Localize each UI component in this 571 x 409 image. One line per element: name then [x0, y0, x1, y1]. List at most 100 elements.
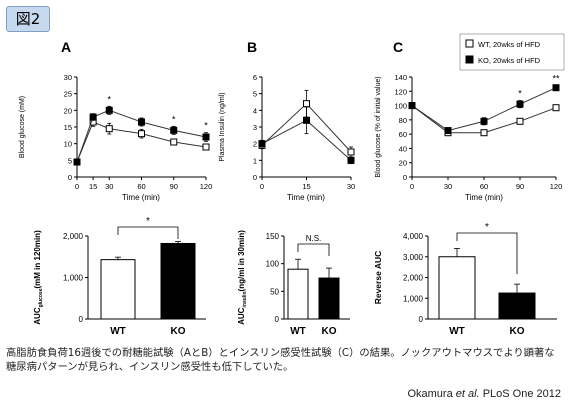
- data-point-wt: [347, 148, 355, 156]
- panel-b: [258, 76, 355, 180]
- y-tick-label: 5: [68, 156, 72, 165]
- y-tick-label: 0: [68, 173, 72, 182]
- data-point-ko: [89, 113, 97, 121]
- y-tick-label: 100: [266, 260, 280, 269]
- y-tick-label: 40: [399, 144, 407, 153]
- panel-c: [408, 76, 560, 180]
- data-point-ko: [444, 127, 452, 135]
- x-category-label: WT: [290, 326, 306, 337]
- x-category-label: KO: [171, 326, 186, 337]
- y-tick-label: 0: [275, 315, 280, 324]
- bar-wt: [287, 268, 309, 320]
- legend-label-ko: KO, 20wks of HFD: [478, 56, 541, 65]
- legend: WT, 20wks of HFD KO, 20wks of HFD: [459, 33, 565, 71]
- citation-author: Okamura: [407, 388, 453, 400]
- data-point-ko: [73, 158, 81, 166]
- series-line-wt: [76, 121, 207, 163]
- y-tick-label: 6: [253, 73, 257, 82]
- significance-label: *: [485, 222, 489, 233]
- x-tick-label: 0: [260, 182, 264, 191]
- significance-marker: *: [107, 94, 111, 104]
- panel-letter-c: C: [393, 39, 403, 55]
- data-point-ko: [105, 106, 113, 114]
- y-tick-label: 2: [253, 140, 257, 149]
- x-axis-label: Time (min): [122, 193, 160, 202]
- data-point-ko: [516, 100, 524, 108]
- y-tick-label: 4,000: [403, 232, 424, 241]
- y-tick-label: 2,000: [63, 232, 84, 241]
- x-axis-label: Time (min): [287, 193, 325, 202]
- y-axis-label: AUCglucose(mM in 120min): [33, 230, 44, 325]
- x-tick-label: 30: [347, 182, 355, 191]
- data-point-ko: [202, 133, 210, 141]
- x-tick-label: 60: [137, 182, 145, 191]
- y-tick-label: 60: [399, 130, 407, 139]
- panel-a-auc: AUCglucose(mM in 120min): [33, 226, 206, 325]
- bar-ko: [318, 277, 340, 320]
- significance-bracket: [456, 232, 518, 274]
- y-tick-label: 15: [64, 123, 72, 132]
- y-tick-label: 10: [64, 140, 72, 149]
- figure-caption: 高脂肪食負荷16週後での耐糖能試験（AとB）とインスリン感受性試験（C）の結果。…: [6, 347, 555, 373]
- data-point-ko: [347, 156, 355, 164]
- significance-label: *: [146, 216, 150, 227]
- y-axis-label: AUCinsulin(ng/ml in 30min): [237, 230, 248, 325]
- x-tick-label: 60: [480, 182, 488, 191]
- panel-a: [73, 76, 210, 180]
- y-tick-label: 30: [64, 73, 72, 82]
- data-point-ko: [408, 102, 416, 110]
- data-point-wt: [303, 100, 310, 108]
- x-axis-label: Time (min): [465, 193, 503, 202]
- data-point-ko: [170, 126, 178, 134]
- y-tick-label: 0: [403, 173, 407, 182]
- y-tick-label: 150: [266, 232, 280, 241]
- legend-frame: [459, 33, 565, 71]
- data-point-wt: [138, 130, 145, 138]
- significance-label: N.S.: [306, 234, 322, 243]
- bar-ko: [160, 242, 196, 320]
- y-tick-label: 20: [399, 159, 407, 168]
- y-tick-label: 25: [64, 90, 72, 99]
- x-category-label: WT: [449, 326, 465, 337]
- y-tick-label: 140: [394, 73, 407, 82]
- data-point-wt: [105, 125, 113, 133]
- data-point-ko: [258, 140, 266, 148]
- y-tick-label: 4: [253, 106, 257, 115]
- y-tick-label: 20: [64, 106, 72, 115]
- x-tick-label: 30: [444, 182, 452, 191]
- y-axis-label: Blood glucose (% of initial value): [375, 76, 382, 177]
- data-point-ko: [480, 117, 488, 125]
- legend-marker-ko: [465, 55, 474, 64]
- x-tick-label: 0: [75, 182, 79, 191]
- significance-bracket: [117, 226, 179, 239]
- legend-marker-wt: [465, 39, 474, 48]
- x-tick-label: 15: [89, 182, 97, 191]
- panel-c-auc: [425, 232, 557, 320]
- panel-letter-b: B: [247, 39, 257, 55]
- y-tick-label: 50: [270, 287, 279, 296]
- data-point-wt: [170, 138, 178, 146]
- y-tick-label: 0: [419, 315, 424, 324]
- y-tick-label: 0: [253, 173, 257, 182]
- data-point-wt: [552, 104, 560, 112]
- y-tick-label: 100: [394, 102, 407, 111]
- data-point-ko: [303, 116, 310, 124]
- significance-bracket: [297, 243, 330, 256]
- x-tick-label: 0: [410, 182, 414, 191]
- citation: Okamura et al. PLoS One 2012: [407, 388, 561, 400]
- series-line-ko: [76, 109, 207, 163]
- x-category-label: KO: [322, 326, 337, 337]
- y-tick-label: 1,000: [63, 274, 84, 283]
- x-tick-label: 120: [200, 182, 213, 191]
- data-point-ko: [552, 84, 560, 92]
- significance-marker: *: [172, 114, 176, 124]
- y-tick-label: 1,000: [403, 294, 424, 303]
- bar-wt: [100, 259, 136, 320]
- x-tick-label: 120: [550, 182, 563, 191]
- significance-marker: *: [518, 89, 522, 99]
- y-tick-label: 5: [253, 90, 257, 99]
- x-category-label: WT: [110, 326, 126, 337]
- x-tick-label: 90: [170, 182, 178, 191]
- figure-badge: 図2: [6, 6, 50, 32]
